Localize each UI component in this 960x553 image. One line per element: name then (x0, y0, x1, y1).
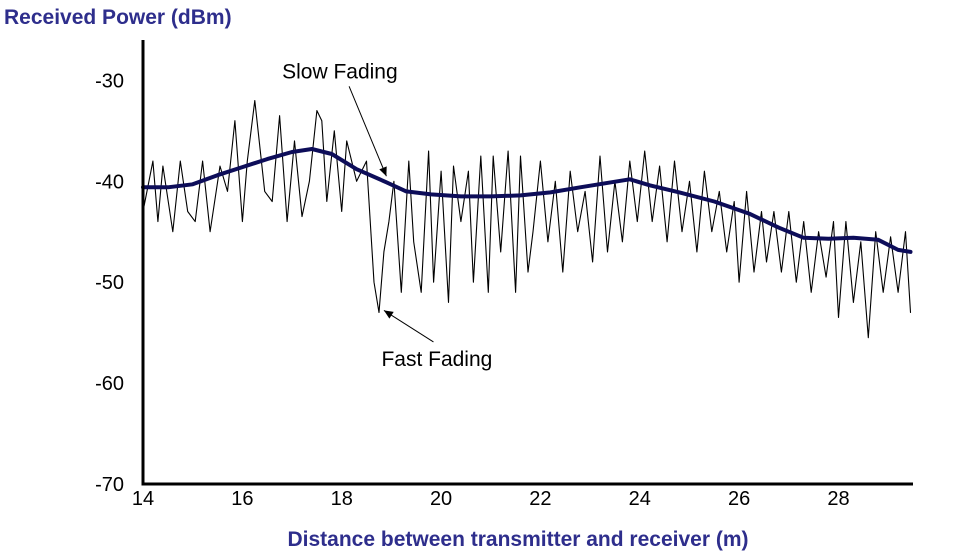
annotation-arrow-line (348, 86, 387, 177)
x-tick-label: 14 (132, 488, 154, 510)
x-axis-label: Distance between transmitter and receive… (288, 528, 749, 551)
x-tick-label: 20 (430, 488, 452, 510)
annotation-arrowhead (379, 166, 387, 177)
y-tick-label: -30 (95, 70, 124, 92)
fast-fading-series (142, 99, 912, 339)
slow-fading-line (141, 147, 913, 254)
axes (141, 40, 913, 486)
x-tick-label: 16 (231, 488, 253, 510)
annotation-arrowhead (383, 310, 394, 319)
tick-labels: 14 16 18 20 22 24 26 28 -30 -40 -50 -60 -70 (95, 70, 850, 510)
y-tick-label: -40 (95, 171, 124, 193)
y-tick-label: -70 (95, 474, 124, 496)
annotation-arrow-line (383, 310, 434, 343)
x-tick-label: 26 (728, 488, 750, 510)
x-tick-label: 18 (331, 488, 353, 510)
slow-fading-series (141, 147, 913, 254)
x-tick-label: 28 (827, 488, 849, 510)
annotations: Slow Fading Fast Fading (282, 60, 492, 371)
x-tick-label: 24 (629, 488, 651, 510)
y-tick-label: -50 (95, 272, 124, 294)
slow-fading-label: Slow Fading (282, 60, 398, 83)
fast-fading-label: Fast Fading (381, 348, 492, 371)
y-axis-label: Received Power (dBm) (4, 6, 232, 29)
y-tick-label: -60 (95, 373, 124, 395)
x-tick-label: 22 (529, 488, 551, 510)
fast-fading-line (142, 99, 912, 339)
